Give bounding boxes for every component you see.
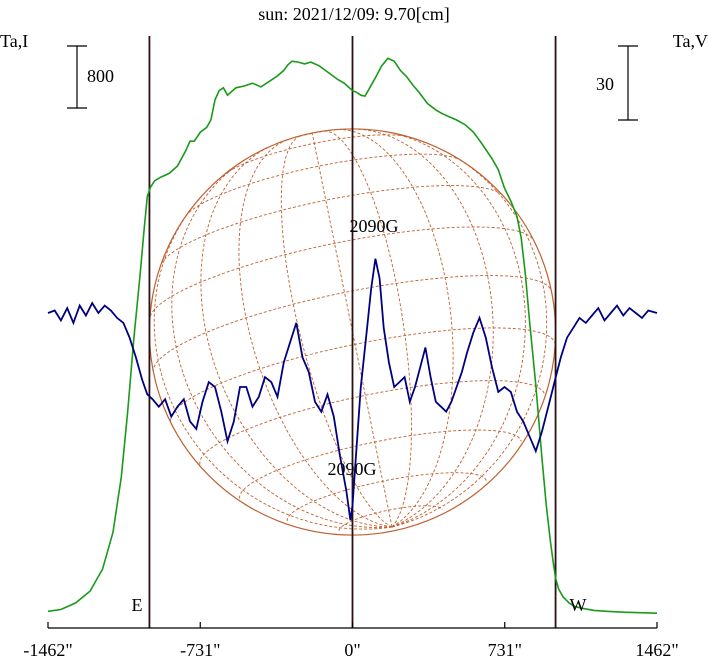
series-line-intensity [47, 57, 658, 614]
limb-markers [148, 36, 557, 628]
east-limb-label: E [132, 595, 143, 615]
x-tick-label: 731" [488, 640, 522, 660]
right-axis-label: Ta,V [673, 31, 708, 51]
x-tick-label: -1462" [23, 640, 72, 660]
right-scale-bar-label: 30 [596, 74, 614, 94]
longitude-line [356, 128, 494, 528]
longitude-line [238, 139, 393, 528]
annotation-positive-field: 2090G [350, 216, 399, 236]
latitude-line [280, 128, 346, 143]
x-tick-label: -731" [180, 640, 220, 660]
longitude-line [338, 129, 454, 528]
longitude-line [153, 198, 393, 530]
longitude-line [311, 133, 393, 528]
chart-title: sun: 2021/12/09: 9.70[cm] [258, 4, 450, 24]
right-scale-bar: 30 [596, 45, 638, 121]
left-scale-bar-label: 800 [87, 66, 114, 86]
longitude-line [322, 130, 412, 528]
latitude-line [161, 185, 503, 264]
x-tick-label: 0" [344, 640, 360, 660]
longitude-line [391, 149, 548, 528]
left-axis-label: Ta,I [0, 31, 28, 51]
x-tick-label: 1462" [635, 640, 678, 660]
west-limb-label: W [570, 595, 587, 615]
x-axis: -1462" -731" 0" 731" 1462" [23, 622, 679, 660]
longitude-line [280, 134, 393, 528]
left-scale-bar: 800 [67, 45, 114, 109]
latitude-line [149, 226, 533, 317]
longitude-line [200, 146, 393, 528]
latitude-line [185, 153, 462, 217]
series-line-polarization [47, 258, 658, 521]
annotation-negative-field: 2090G [328, 459, 377, 479]
